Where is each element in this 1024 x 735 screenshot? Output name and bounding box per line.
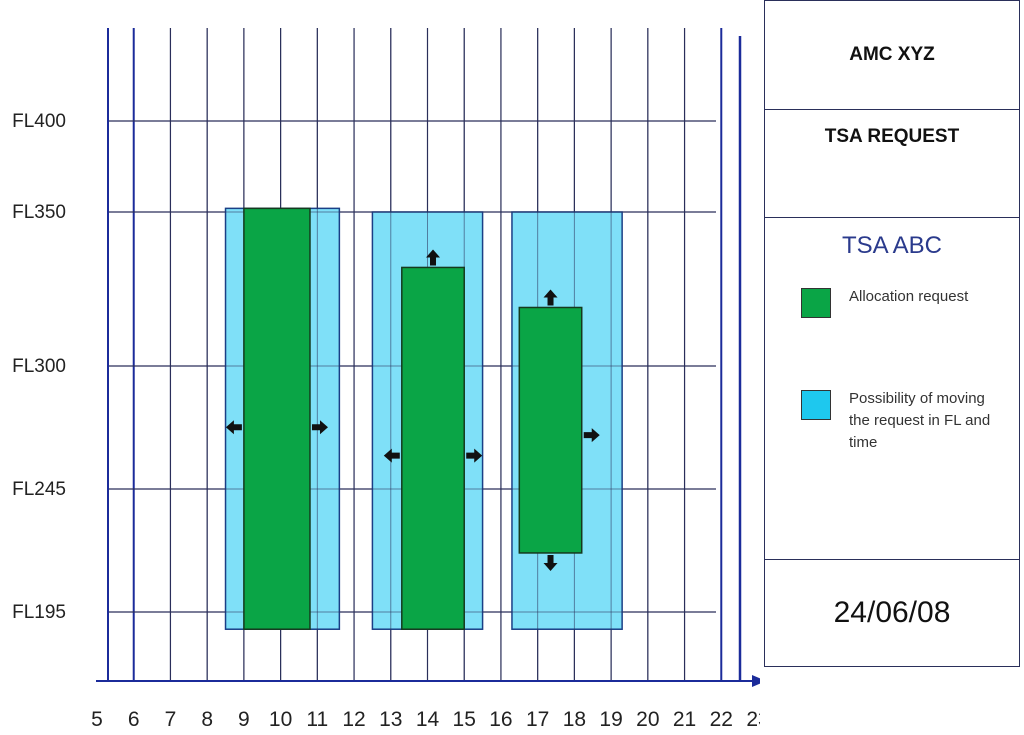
time-tick-label: 15 (453, 708, 476, 731)
time-tick-label: 19 (599, 708, 622, 731)
flight-level-label: FL400 (12, 111, 66, 132)
airspace-diagram: FL400 FL350 FL300 FL245 FL195 5 6 7 8 9 10 11 12 13 14… (12, 28, 760, 731)
arrow-down-icon (543, 554, 558, 571)
allocation-request-2 (401, 266, 465, 630)
time-tick-label: 21 (673, 708, 696, 731)
time-tick-label: 7 (165, 708, 177, 731)
time-tick-label: 12 (342, 708, 365, 731)
arrow-right-icon (583, 428, 600, 443)
arrow-up-icon (543, 289, 558, 306)
tsa-name: TSA ABC (841, 232, 943, 259)
time-tick-label: 16 (489, 708, 512, 731)
arrow-left-icon (225, 420, 242, 435)
time-tick-label: 8 (201, 708, 213, 731)
arrow-right-icon (466, 448, 483, 463)
panel-date: 24/06/08 (833, 596, 951, 629)
arrow-right-icon (311, 420, 328, 435)
panel-title-section: AMC XYZ (765, 1, 1019, 110)
time-tick-label: 23 (746, 708, 760, 731)
legend-swatch-allocation (801, 288, 831, 318)
legend-item-possibility: Possibility of moving the request in FL … (801, 388, 1009, 454)
time-tick-label: 6 (128, 708, 140, 731)
time-tick-label: 18 (563, 708, 586, 731)
time-tick-label: 11 (306, 708, 328, 731)
legend-label-possibility: Possibility of moving the request in FL … (849, 390, 991, 451)
time-tick-label: 10 (269, 708, 292, 731)
tsa-info-panel: AMC XYZ TSA REQUEST TSA ABC Allocation r… (764, 0, 1020, 667)
legend-item-allocation: Allocation request (801, 286, 1009, 318)
time-tick-label: 17 (526, 708, 549, 731)
flight-level-label: FL300 (12, 356, 66, 377)
x-axis-arrowhead-icon (752, 675, 760, 687)
allocation-request-3 (518, 306, 583, 554)
flight-level-label: FL245 (12, 479, 66, 500)
time-tick-label: 22 (710, 708, 733, 731)
panel-title: AMC XYZ (849, 44, 935, 65)
allocation-request-1 (243, 207, 311, 630)
flight-level-label: FL195 (12, 602, 66, 623)
date-section: 24/06/08 (765, 560, 1019, 666)
arrow-left-icon (383, 448, 400, 463)
time-tick-label: 5 (91, 708, 103, 731)
flight-level-label: FL350 (12, 202, 66, 223)
legend-swatch-possibility (801, 390, 831, 420)
time-tick-label: 9 (238, 708, 250, 731)
panel-subtitle-section: TSA REQUEST (765, 110, 1019, 218)
time-tick-label: 20 (636, 708, 659, 731)
arrow-up-icon (426, 249, 441, 266)
panel-subtitle: TSA REQUEST (824, 126, 960, 147)
time-tick-label: 13 (379, 708, 402, 731)
legend-section: TSA ABC Allocation request Possibility o… (765, 218, 1019, 560)
legend-label-allocation: Allocation request (849, 288, 969, 305)
time-tick-label: 14 (416, 708, 440, 731)
